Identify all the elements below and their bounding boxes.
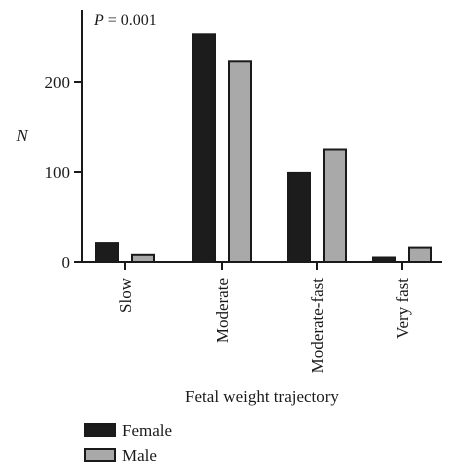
axes-group: [81, 10, 442, 263]
x-category-label: Moderate: [213, 278, 232, 343]
bar-female-0: [95, 242, 119, 264]
x-category-label: Moderate-fast: [308, 278, 327, 374]
bar-male-3: [408, 246, 432, 264]
y-ticks-group: 0 100 200: [45, 73, 82, 272]
y-axis-title: N: [15, 126, 29, 145]
y-tick-label: 0: [62, 253, 71, 272]
bar-male-0: [131, 253, 155, 264]
legend: Female Male: [84, 421, 172, 465]
legend-swatch-male: [84, 448, 116, 462]
p-value-annotation: P = 0.001: [93, 12, 157, 29]
legend-label-male: Male: [122, 446, 157, 465]
y-tick-label: 100: [45, 163, 71, 182]
p-value-symbol: P: [93, 12, 104, 29]
legend-label-female: Female: [122, 421, 172, 440]
bar-male-2: [323, 148, 347, 263]
bar-female-1: [192, 33, 216, 263]
x-ticks-group: Slow Moderate Moderate-fast Very fast: [116, 262, 412, 373]
x-category-label: Very fast: [393, 278, 412, 339]
bar-male-1: [228, 60, 252, 263]
bar-female-2: [287, 171, 311, 263]
bars-group: [95, 33, 432, 264]
x-category-label: Slow: [116, 277, 135, 313]
x-axis-title: Fetal weight trajectory: [185, 387, 339, 406]
legend-swatch-female: [84, 423, 116, 437]
p-value-rest: = 0.001: [104, 12, 157, 29]
y-tick-label: 200: [45, 73, 71, 92]
